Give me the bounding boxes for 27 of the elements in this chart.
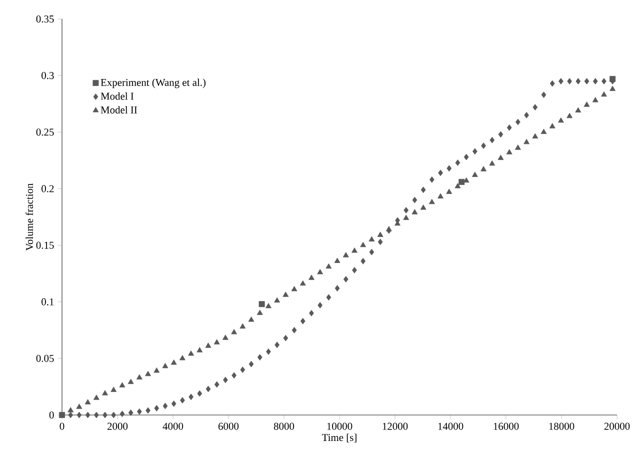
x-tick-label: 8000 [274,422,294,430]
y-tick-label: 0.1 [42,298,54,306]
x-tick-label: 0 [60,422,64,430]
x-tick-label: 10000 [327,422,352,430]
y-tick-label: 0.05 [36,354,54,362]
x-tick-label: 14000 [438,422,464,430]
legend-label: Experiment (Wang et al.) [100,78,206,88]
y-tick-label: 0.25 [36,128,54,136]
y-tick-label: 0.2 [42,185,54,192]
y-tick-label: 0 [49,411,54,419]
y-tick-label: 0.3 [42,72,54,80]
x-axis-title: Time [s] [322,434,356,442]
x-tick-label: 4000 [162,422,184,430]
point [59,412,65,418]
x-tick-label: 12000 [382,422,408,430]
x-tick-label: 16000 [494,422,519,430]
y-tick-label: 0.35 [36,15,54,23]
x-tick-label: 6000 [218,422,239,430]
x-tick-label: 2000 [107,422,128,430]
legend-label: Model I [100,92,134,100]
legend-label: Model II [100,106,138,114]
point [458,178,465,185]
x-tick-label: 20000 [604,422,630,430]
y-axis-title: Volume fraction [26,183,34,251]
x-tick-label: 18000 [549,422,574,430]
point [258,301,265,308]
y-tick-label: 0.15 [36,242,54,249]
